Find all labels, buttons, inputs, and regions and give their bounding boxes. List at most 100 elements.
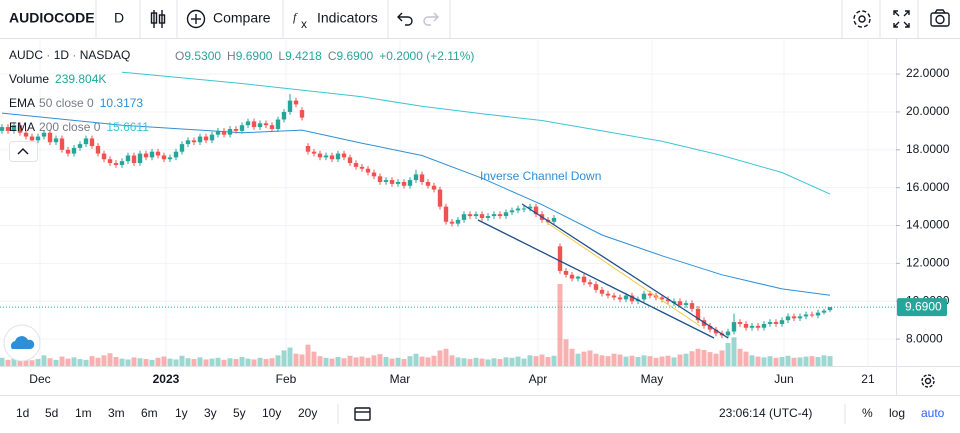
candle-body (251, 121, 257, 128)
auto-toggle[interactable]: auto (921, 406, 945, 420)
fullscreen-button[interactable] (893, 10, 910, 28)
indicators-icon[interactable]: f (293, 10, 298, 24)
volume-bar (629, 355, 635, 366)
redo-button[interactable] (423, 12, 439, 26)
candle-body (821, 310, 827, 313)
range-button[interactable]: 10y (262, 406, 281, 420)
candle-body (389, 180, 395, 184)
volume-bar (743, 351, 749, 366)
candle-body (113, 163, 119, 165)
volume-bar (515, 356, 521, 366)
volume-bar (101, 355, 107, 366)
volume-bar (809, 356, 815, 366)
volume-bar (521, 358, 527, 366)
volume-bar (593, 353, 599, 366)
volume-bar (683, 353, 689, 366)
percent-toggle[interactable]: % (862, 406, 873, 420)
axis-settings[interactable] (921, 374, 935, 388)
candle-body (329, 155, 335, 160)
y-tick-label: 8.0000 (906, 331, 943, 345)
volume-bar (11, 358, 17, 366)
candle-body (779, 320, 785, 324)
interval-button[interactable]: D (114, 10, 124, 26)
candle-body (755, 325, 761, 328)
candle-body (689, 303, 695, 309)
volume-bar (35, 359, 41, 366)
chart-style-button[interactable] (150, 10, 166, 28)
volume-bar (311, 351, 317, 366)
volume-bar (671, 357, 677, 366)
volume-bar (161, 356, 167, 366)
candle-body (17, 125, 23, 133)
candle-body (11, 125, 17, 131)
volume-pane (0, 284, 833, 366)
candle-body (473, 214, 479, 217)
candle-body (593, 284, 599, 290)
volume-bar (383, 356, 389, 366)
volume-bar (341, 358, 347, 366)
settings-button[interactable] (853, 10, 871, 28)
volume-bar (287, 347, 293, 366)
candle-body (809, 314, 815, 316)
range-button[interactable]: 5y (233, 406, 246, 420)
volume-bar (539, 354, 545, 366)
range-button[interactable]: 5d (45, 406, 58, 420)
symbol-search[interactable]: AUDIOCODE (9, 10, 95, 26)
ohlc-key: L (278, 49, 285, 63)
candle-body (707, 325, 713, 330)
volume-bar (425, 357, 431, 366)
undo-button[interactable] (397, 12, 413, 26)
y-tick-label: 20.0000 (906, 104, 950, 118)
volume-bar (0, 357, 5, 366)
volume-bar (767, 356, 773, 366)
candle-body (287, 100, 293, 112)
range-button[interactable]: 1y (175, 406, 188, 420)
range-button[interactable]: 1d (16, 406, 29, 420)
volume-bar (707, 352, 713, 366)
candle-body (0, 127, 5, 131)
range-button[interactable]: 6m (141, 406, 158, 420)
candle-body (311, 151, 317, 154)
candle-body (791, 316, 797, 319)
candle-body (59, 138, 65, 150)
compare-icon[interactable] (186, 9, 206, 29)
volume-bar (119, 358, 125, 366)
candle-body (725, 331, 731, 336)
volume-bar (719, 350, 725, 366)
volume-bar (815, 356, 821, 366)
snapshot-button[interactable] (930, 9, 950, 27)
range-button[interactable]: 20y (298, 406, 317, 420)
volume-bar (563, 339, 569, 366)
log-toggle[interactable]: log (889, 406, 905, 420)
goto-date[interactable] (354, 407, 371, 421)
y-tick-label: 16.0000 (906, 180, 950, 194)
volume-bar (95, 357, 101, 366)
candle-body (359, 166, 365, 169)
candle-body (383, 180, 389, 182)
candle-body (575, 276, 581, 279)
candle-body (83, 138, 89, 145)
collapse-legend[interactable] (9, 141, 38, 162)
volume-bar (755, 356, 761, 366)
range-button[interactable]: 3y (204, 406, 217, 420)
candle-body (491, 214, 497, 217)
x-tick-label: 21 (861, 372, 875, 386)
volume-bar (239, 356, 245, 366)
candle-body (827, 307, 833, 311)
compare-button[interactable]: Compare (213, 10, 271, 26)
volume-bar (545, 356, 551, 366)
volume-bar (107, 353, 113, 366)
range-button[interactable]: 3m (108, 406, 125, 420)
volume-bar (227, 358, 233, 366)
indicators-icon-sub: x (301, 17, 307, 31)
candle-body (269, 125, 275, 129)
y-tick-label: 22.0000 (906, 66, 950, 80)
candle-body (227, 128, 233, 135)
range-button[interactable]: 1m (75, 406, 92, 420)
indicators-button[interactable]: Indicators (317, 10, 378, 26)
ema-line (121, 71, 831, 195)
volume-bar (437, 350, 443, 366)
volume-bar (323, 357, 329, 366)
y-tick-label: 18.0000 (906, 142, 950, 156)
volume-bar (77, 359, 83, 366)
